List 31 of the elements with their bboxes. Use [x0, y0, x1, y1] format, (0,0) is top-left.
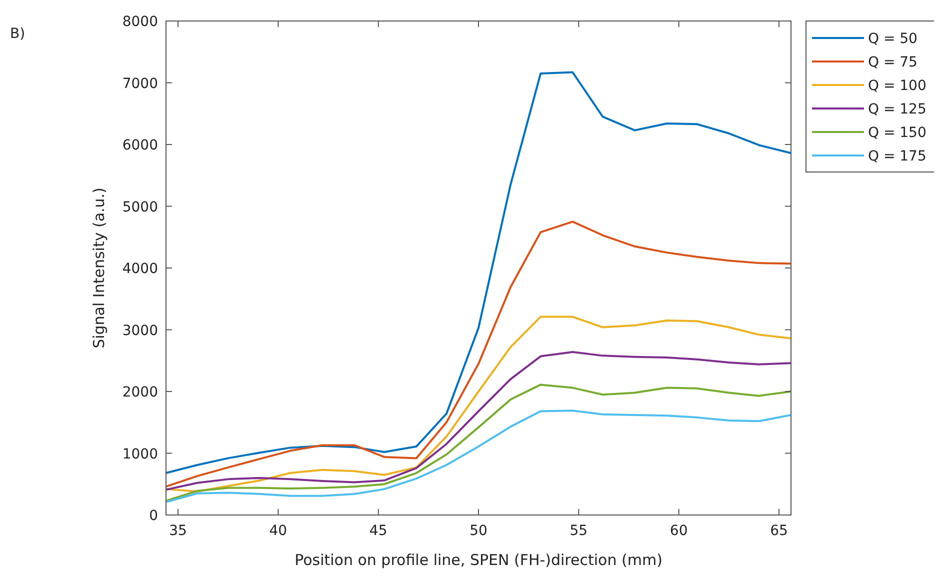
- line-series: [165, 316, 792, 493]
- legend-label: Q = 100: [868, 78, 926, 94]
- line-series: [165, 71, 792, 474]
- y-tick-label: 3000: [122, 322, 158, 339]
- y-tick-label: 2000: [122, 384, 158, 400]
- x-axis-title: Position on profile line, SPEN (FH-)direction (mm): [294, 551, 662, 569]
- x-tick-label: 55: [570, 523, 588, 539]
- x-tick-label: 35: [169, 523, 187, 539]
- x-tick-label: 40: [269, 523, 288, 539]
- text: B): [10, 26, 26, 42]
- x-tick-label: 60: [670, 523, 688, 539]
- y-tick-label: 4000: [122, 261, 158, 277]
- y-axis-title: Signal Intensity (a.u.): [90, 188, 108, 348]
- line-series: [165, 350, 792, 491]
- y-tick-label: 0: [149, 508, 158, 524]
- y-tick-label: 6000: [122, 138, 158, 154]
- legend-label: Q = 125: [868, 102, 926, 118]
- line-series: [165, 410, 792, 504]
- y-tick-label: 5000: [122, 199, 158, 216]
- x-tick-label: 50: [470, 523, 488, 539]
- x-tick-label: 45: [369, 523, 388, 539]
- legend-label: Q = 50: [868, 31, 918, 47]
- line-series: [165, 384, 792, 502]
- y-tick-label: 1000: [122, 446, 158, 462]
- legend-label: Q = 150: [868, 125, 926, 141]
- legend-label: Q = 175: [868, 148, 926, 164]
- y-tick-label: 8000: [122, 14, 158, 30]
- legend-label: Q = 75: [868, 54, 918, 70]
- y-tick-label: 7000: [122, 76, 158, 92]
- x-tick-label: 65: [770, 523, 788, 539]
- line-series: [165, 220, 792, 488]
